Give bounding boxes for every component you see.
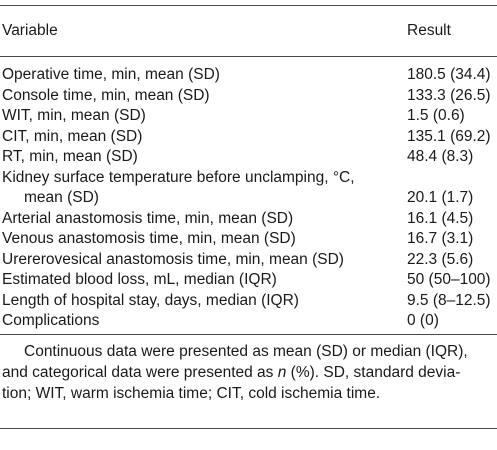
footnote-line1: Continuous data were presented as mean (… xyxy=(24,343,468,360)
row-variable: Venous anastomosis time, min, mean (SD) xyxy=(2,230,296,247)
table-row: Estimated blood loss, mL, median (IQR) 5… xyxy=(0,270,497,291)
row-variable: Estimated blood loss, mL, median (IQR) xyxy=(2,271,277,288)
row-result: 50 (50–100) xyxy=(407,271,491,288)
row-result: 180.5 (34.4) xyxy=(407,66,491,83)
row-result: 22.3 (5.6) xyxy=(407,250,474,268)
table-header-rule xyxy=(0,56,497,57)
row-variable: Urererovesical anastomosis time, min, me… xyxy=(2,250,344,268)
row-variable: Console time, min, mean (SD) xyxy=(2,86,210,104)
table-body: Operative time, min, mean (SD) 180.5 (34… xyxy=(0,65,497,332)
table-row: Operative time, min, mean (SD) 180.5 (34… xyxy=(0,65,497,86)
row-result: 48.4 (8.3) xyxy=(407,148,474,165)
row-variable: Kidney surface temperature before unclam… xyxy=(2,168,355,209)
row-result: 9.5 (8–12.5) xyxy=(407,291,491,309)
row-result: 20.1 (1.7) xyxy=(407,189,474,206)
row-result: 16.7 (3.1) xyxy=(407,230,474,247)
row-variable: WIT, min, mean (SD) xyxy=(2,107,146,124)
table-row: Complications 0 (0) xyxy=(0,311,497,332)
table-footnote: Continuous data were presented as mean (… xyxy=(2,341,495,404)
row-result: 1.5 (0.6) xyxy=(407,107,465,124)
row-variable: Complications xyxy=(2,312,100,329)
header-variable: Variable xyxy=(2,22,58,39)
table-row: WIT, min, mean (SD) 1.5 (0.6) xyxy=(0,106,497,127)
header-result: Result xyxy=(407,22,451,39)
footnote-n-symbol: n xyxy=(277,364,287,381)
row-variable-line2: mean (SD) xyxy=(24,189,99,206)
table-bottom-rule xyxy=(0,334,497,335)
footnote-line3: tion; WIT, warm ischemia time; CIT, cold… xyxy=(2,385,381,402)
table-top-rule xyxy=(0,5,497,6)
table-row: Venous anastomosis time, min, mean (SD) … xyxy=(0,229,497,250)
row-result: 0 (0) xyxy=(407,312,439,329)
footnote-line2-pre: and categorical data were presented as xyxy=(2,364,278,381)
row-result: 133.3 (26.5) xyxy=(407,86,491,104)
row-result: 135.1 (69.2) xyxy=(407,127,491,145)
row-variable: Length of hospital stay, days, median (I… xyxy=(2,291,299,309)
table-row: Urererovesical anastomosis time, min, me… xyxy=(0,250,497,271)
table-row: Length of hospital stay, days, median (I… xyxy=(0,291,497,312)
footnote-line2-post: (%). SD, standard devia- xyxy=(286,364,461,381)
table-row: Arterial anastomosis time, min, mean (SD… xyxy=(0,209,497,230)
footnote-bottom-rule xyxy=(0,428,497,429)
table-row: Kidney surface temperature before unclam… xyxy=(0,168,497,209)
table-row: Console time, min, mean (SD) 133.3 (26.5… xyxy=(0,86,497,107)
table-row: RT, min, mean (SD) 48.4 (8.3) xyxy=(0,147,497,168)
row-result: 16.1 (4.5) xyxy=(407,209,474,227)
row-variable: RT, min, mean (SD) xyxy=(2,148,138,165)
table-row: CIT, min, mean (SD) 135.1 (69.2) xyxy=(0,127,497,148)
row-variable: Operative time, min, mean (SD) xyxy=(2,66,220,83)
row-variable: CIT, min, mean (SD) xyxy=(2,127,143,145)
row-variable-line1: Kidney surface temperature before unclam… xyxy=(2,168,355,186)
row-variable: Arterial anastomosis time, min, mean (SD… xyxy=(2,209,294,227)
table-header-row: Variable Result xyxy=(0,22,497,44)
